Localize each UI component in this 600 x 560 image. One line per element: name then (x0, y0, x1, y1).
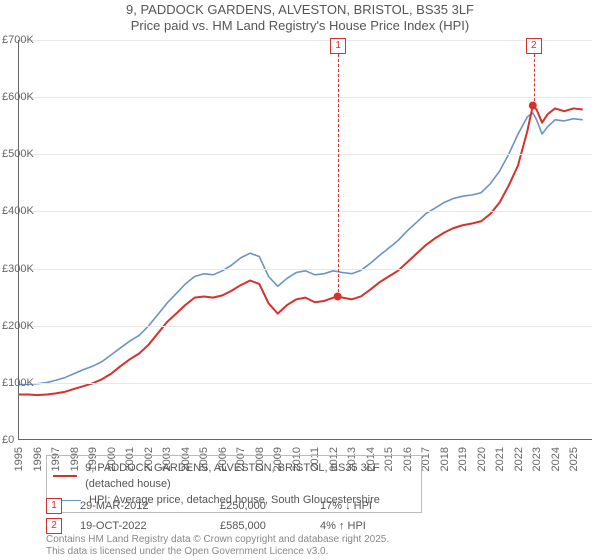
sales-row-delta: 17% ↓ HPI (320, 500, 420, 512)
y-tick-label: £100K (2, 377, 34, 389)
x-tick-label: 1995 (13, 447, 25, 471)
y-gridline (19, 97, 592, 98)
legend-swatch (53, 475, 77, 477)
chart-title: 9, PADDOCK GARDENS, ALVESTON, BRISTOL, B… (0, 2, 600, 34)
sales-row-delta: 4% ↑ HPI (320, 520, 420, 532)
y-tick-label: £0 (2, 434, 14, 446)
x-tick-label: 2024 (550, 447, 562, 471)
x-tick-label: 2023 (531, 447, 543, 471)
sales-row: 2 19-OCT-2022£585,0004% ↑ HPI (46, 516, 420, 536)
series-price_paid (19, 106, 583, 396)
y-gridline (19, 211, 592, 212)
title-line-2: Price paid vs. HM Land Registry's House … (131, 18, 469, 33)
sales-row-date: 29-MAR-2012 (80, 500, 220, 512)
sales-row: 1 29-MAR-2012£250,00017% ↓ HPI (46, 496, 420, 516)
y-tick-label: £200K (2, 320, 34, 332)
chart-plot-area: £0£100K£200K£300K£400K£500K£600K£700K199… (18, 40, 592, 440)
y-gridline (19, 269, 592, 270)
x-tick-label: 2025 (568, 447, 580, 471)
x-tick-label: 2019 (457, 447, 469, 471)
sales-row-date: 19-OCT-2022 (80, 520, 220, 532)
x-tick-label: 2018 (439, 447, 451, 471)
y-tick-label: £300K (2, 263, 34, 275)
y-tick-label: £600K (2, 91, 34, 103)
y-tick-label: £400K (2, 205, 34, 217)
footer-line-1: Contains HM Land Registry data © Crown c… (46, 534, 389, 545)
y-tick-label: £700K (2, 34, 34, 46)
legend-label: 9, PADDOCK GARDENS, ALVESTON, BRISTOL, B… (85, 460, 415, 492)
y-tick-label: £500K (2, 148, 34, 160)
sale-marker-badge: 2 (526, 38, 542, 54)
sale-marker-line (534, 54, 535, 106)
x-tick-label: 2022 (513, 447, 525, 471)
x-tick-label: 2017 (420, 447, 432, 471)
y-gridline (19, 383, 592, 384)
y-gridline (19, 326, 592, 327)
footer-attribution: Contains HM Land Registry data © Crown c… (46, 534, 389, 558)
sale-marker-badge: 1 (330, 38, 346, 54)
sales-row-marker: 1 (46, 498, 62, 514)
chart-lines-svg (19, 40, 592, 439)
legend-row: 9, PADDOCK GARDENS, ALVESTON, BRISTOL, B… (53, 460, 415, 492)
sale-marker-line (338, 54, 339, 297)
x-tick-label: 2021 (494, 447, 506, 471)
sales-row-price: £585,000 (220, 520, 320, 532)
sales-table: 1 29-MAR-2012£250,00017% ↓ HPI 2 19-OCT-202… (46, 496, 420, 536)
y-gridline (19, 40, 592, 41)
y-gridline (19, 154, 592, 155)
x-tick-label: 1996 (32, 447, 44, 471)
x-tick-label: 2020 (476, 447, 488, 471)
title-line-1: 9, PADDOCK GARDENS, ALVESTON, BRISTOL, B… (126, 2, 474, 17)
footer-line-2: This data is licensed under the Open Gov… (46, 546, 328, 557)
sales-row-price: £250,000 (220, 500, 320, 512)
sales-row-marker: 2 (46, 518, 62, 534)
